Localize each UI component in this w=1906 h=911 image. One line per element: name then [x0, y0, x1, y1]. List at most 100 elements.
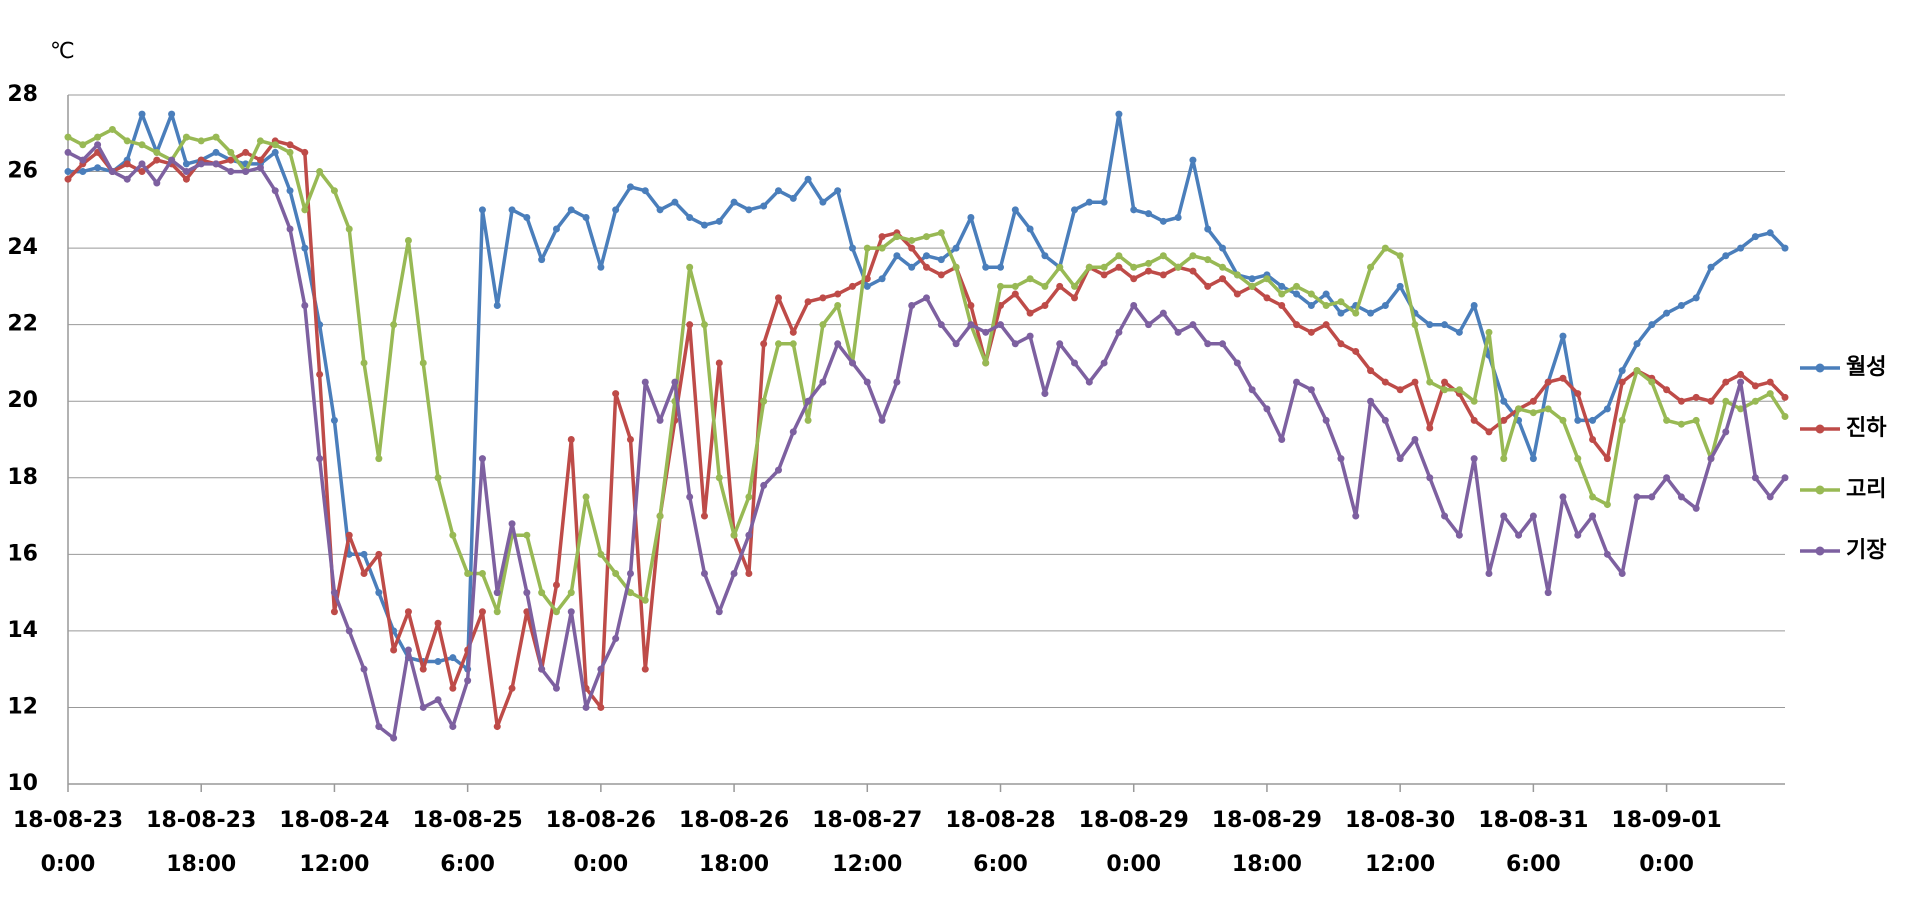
- x-tick-label: 18-08-25 6:00: [413, 808, 523, 877]
- data-point: [745, 493, 753, 501]
- data-point: [863, 275, 871, 283]
- data-point: [449, 684, 457, 692]
- data-point: [1396, 252, 1404, 260]
- data-point: [1026, 275, 1034, 283]
- data-point: [804, 416, 812, 424]
- data-point: [1263, 275, 1271, 283]
- data-point: [1426, 378, 1434, 386]
- data-point: [1233, 290, 1241, 298]
- data-point: [1692, 294, 1700, 302]
- data-point: [893, 252, 901, 260]
- data-point: [375, 455, 383, 463]
- data-point: [997, 282, 1005, 290]
- data-point: [1663, 386, 1671, 394]
- data-point: [360, 665, 368, 673]
- data-point: [1426, 424, 1434, 432]
- data-point: [1159, 217, 1167, 225]
- data-point: [1381, 302, 1389, 310]
- data-point: [582, 493, 590, 501]
- data-point: [1766, 390, 1774, 398]
- data-point: [360, 550, 368, 558]
- data-point: [1574, 416, 1582, 424]
- data-point: [1722, 378, 1730, 386]
- data-point: [390, 646, 398, 654]
- data-point: [1559, 374, 1567, 382]
- data-point: [1574, 455, 1582, 463]
- data-point: [1396, 386, 1404, 394]
- data-point: [848, 282, 856, 290]
- data-point: [1529, 397, 1537, 405]
- data-point: [538, 256, 546, 264]
- x-tick-label: 18-08-28 6:00: [945, 808, 1055, 877]
- data-point: [1589, 416, 1597, 424]
- data-point: [168, 156, 176, 164]
- data-point: [1130, 206, 1138, 214]
- data-point: [1618, 416, 1626, 424]
- data-point: [952, 244, 960, 252]
- data-point: [1307, 386, 1315, 394]
- data-point: [1337, 298, 1345, 306]
- data-point: [478, 206, 486, 214]
- data-point: [138, 160, 146, 168]
- data-point: [1367, 367, 1375, 375]
- data-point: [1500, 397, 1508, 405]
- data-point: [1011, 340, 1019, 348]
- data-point: [1204, 256, 1212, 264]
- data-point: [1337, 455, 1345, 463]
- data-point: [1367, 309, 1375, 317]
- data-point: [360, 569, 368, 577]
- data-point: [597, 703, 605, 711]
- data-point: [1722, 397, 1730, 405]
- data-point: [345, 225, 353, 233]
- data-point: [597, 263, 605, 271]
- data-point: [1737, 244, 1745, 252]
- x-tick-label: 18-08-27 12:00: [812, 808, 922, 877]
- data-point: [1559, 416, 1567, 424]
- data-point: [79, 141, 87, 149]
- data-point: [1130, 302, 1138, 310]
- data-point: [64, 175, 72, 183]
- data-point: [626, 183, 634, 191]
- data-point: [1544, 378, 1552, 386]
- data-point: [626, 569, 634, 577]
- data-point: [212, 133, 220, 141]
- data-point: [1041, 282, 1049, 290]
- data-point: [434, 658, 442, 666]
- data-point: [404, 646, 412, 654]
- data-point: [1071, 359, 1079, 367]
- data-point: [1589, 493, 1597, 501]
- legend-marker: [1815, 546, 1825, 556]
- x-tick-label: 18-08-24 12:00: [279, 808, 389, 877]
- data-point: [612, 390, 620, 398]
- data-point: [330, 589, 338, 597]
- data-point: [1455, 386, 1463, 394]
- data-point: [508, 206, 516, 214]
- data-point: [301, 302, 309, 310]
- data-point: [508, 684, 516, 692]
- data-point: [908, 236, 916, 244]
- data-point: [1648, 378, 1656, 386]
- data-point: [878, 233, 886, 241]
- data-point: [1189, 156, 1197, 164]
- data-point: [1663, 416, 1671, 424]
- data-point: [908, 263, 916, 271]
- data-point: [774, 294, 782, 302]
- data-point: [582, 213, 590, 221]
- data-point: [1219, 263, 1227, 271]
- data-point: [1367, 263, 1375, 271]
- data-point: [1219, 244, 1227, 252]
- data-point: [1263, 405, 1271, 413]
- data-point: [878, 244, 886, 252]
- data-point: [1515, 531, 1523, 539]
- data-point: [242, 168, 250, 176]
- data-point: [1426, 321, 1434, 329]
- data-point: [567, 589, 575, 597]
- data-point: [1441, 378, 1449, 386]
- data-point: [508, 520, 516, 528]
- data-point: [1352, 309, 1360, 317]
- data-point: [375, 589, 383, 597]
- data-point: [641, 187, 649, 195]
- data-point: [937, 229, 945, 237]
- data-point: [271, 187, 279, 195]
